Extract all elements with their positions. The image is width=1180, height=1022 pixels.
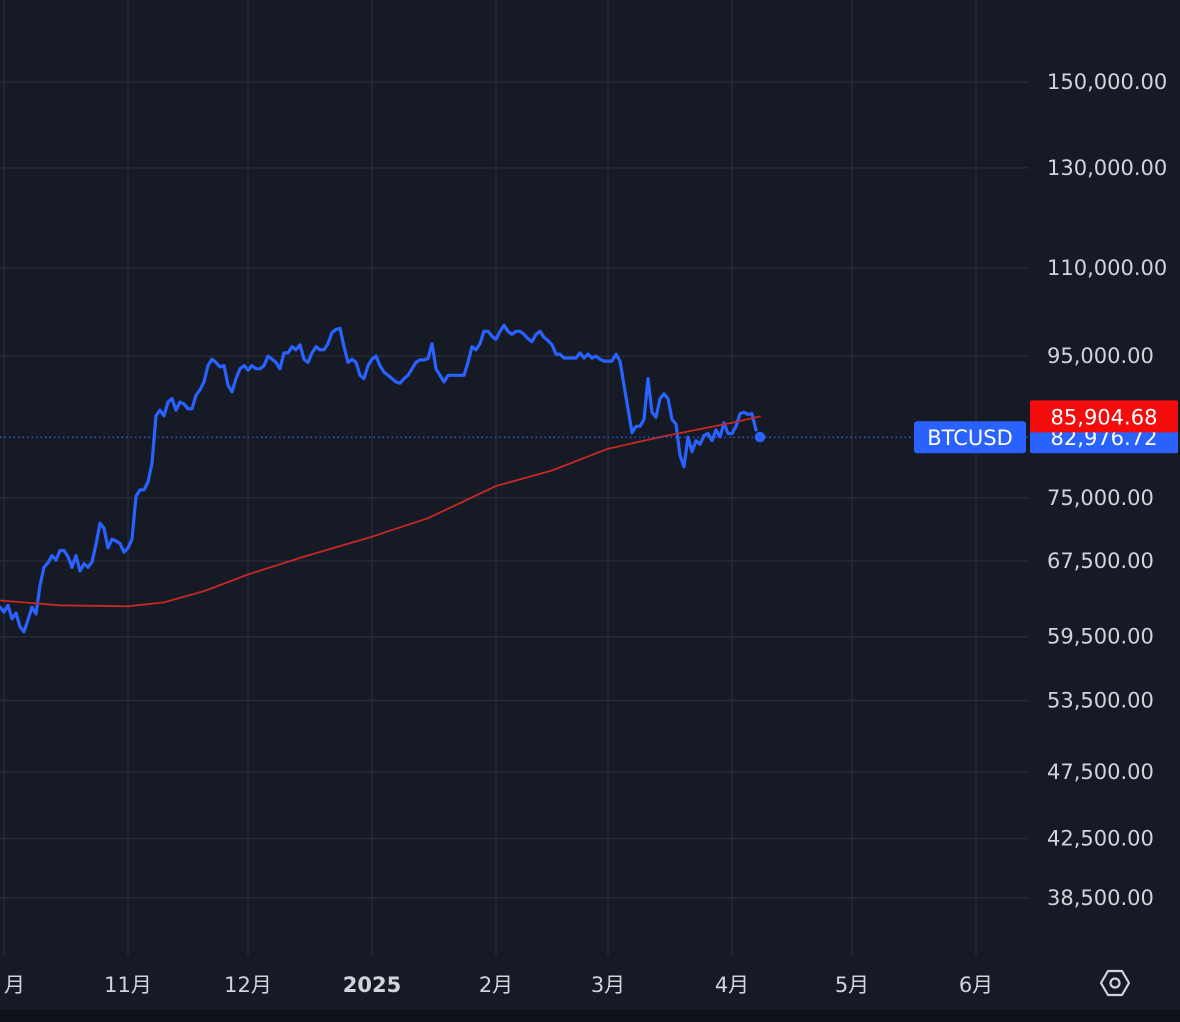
- y-tick-label: 59,500.00: [1047, 625, 1154, 649]
- price-overlay: BTCUSD: [0, 421, 1028, 454]
- series-layer: [0, 323, 762, 634]
- last-price-marker: [753, 430, 767, 444]
- x-tick-label: 3月: [591, 973, 625, 997]
- horizontal-gridlines: [0, 81, 1028, 899]
- series-line-0: [0, 323, 762, 634]
- vertical-gridlines: [3, 0, 977, 955]
- y-tick-label: 130,000.00: [1047, 156, 1167, 180]
- y-tick-label: 110,000.00: [1047, 256, 1167, 280]
- y-tick-label: 53,500.00: [1047, 688, 1154, 712]
- axis-settings-icon[interactable]: [1099, 969, 1131, 997]
- x-tick-label: 12月: [224, 973, 272, 997]
- y-tick-label: 150,000.00: [1047, 70, 1167, 94]
- ma-price-tag: [1030, 400, 1178, 433]
- series-line-1: [0, 415, 761, 608]
- y-tick-label: 47,500.00: [1047, 760, 1154, 784]
- y-tick-label: 67,500.00: [1047, 549, 1154, 573]
- symbol-tag: [914, 421, 1026, 454]
- y-tick-label: 75,000.00: [1047, 486, 1154, 510]
- y-tick-label: 95,000.00: [1047, 344, 1154, 368]
- x-tick-label: 2025: [343, 973, 401, 997]
- x-tick-label: 6月: [959, 973, 993, 997]
- symbol-label: BTCUSD: [927, 426, 1013, 450]
- y-tick-label: 38,500.00: [1047, 886, 1154, 910]
- x-tick-label: 4月: [715, 973, 749, 997]
- x-tick-label: 11月: [104, 973, 152, 997]
- bottom-bar: [0, 1010, 1180, 1022]
- price-axis[interactable]: 150,000.00 130,000.00 110,000.00 95,000.00 7…: [1030, 70, 1178, 910]
- y-tick-label: 42,500.00: [1047, 827, 1154, 851]
- x-tick-label: 月: [4, 973, 25, 997]
- x-tick-label: 2月: [479, 973, 513, 997]
- time-axis[interactable]: 月 11月 12月 2025 2月 3月 4月 5月 6月: [4, 973, 993, 997]
- ma-price-label: 85,904.68: [1051, 405, 1158, 429]
- x-tick-label: 5月: [835, 973, 869, 997]
